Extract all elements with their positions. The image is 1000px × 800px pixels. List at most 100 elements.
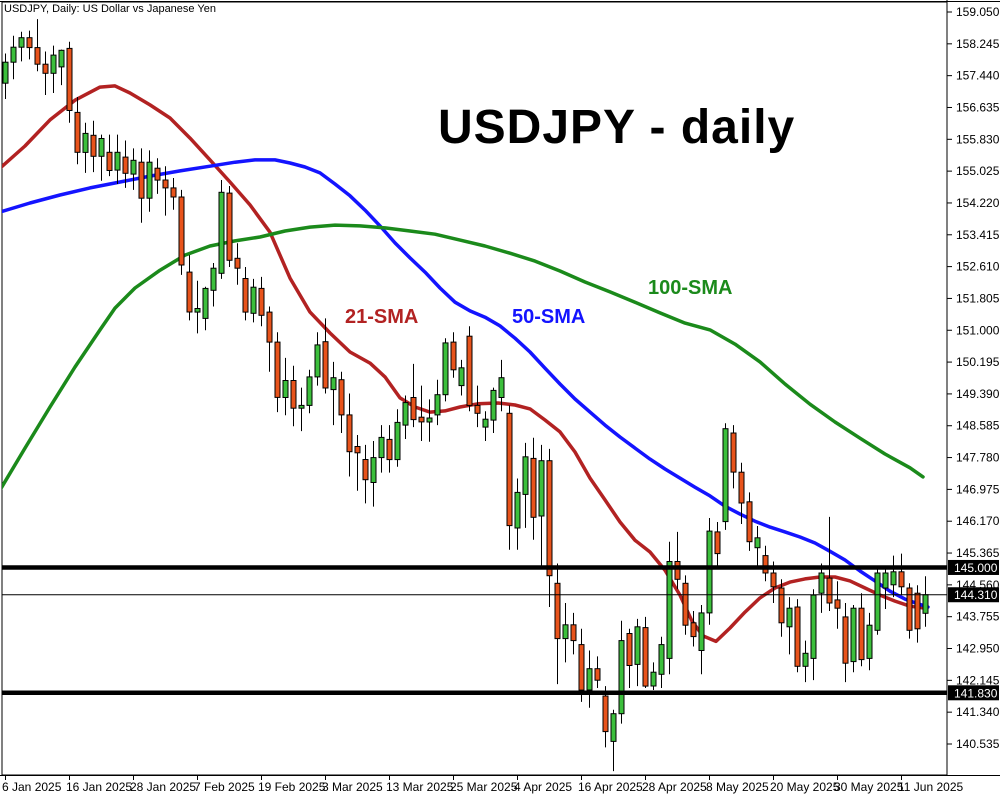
candle-body-up — [890, 571, 897, 586]
sma50-line — [2, 158, 930, 609]
candle-body-up — [498, 377, 505, 399]
candle — [506, 405, 513, 550]
candle — [82, 122, 89, 173]
candle-body-down — [418, 416, 425, 423]
candle — [842, 603, 849, 683]
candle-body-down — [258, 287, 265, 316]
candle-body-up — [698, 612, 705, 652]
candle-body-down — [154, 167, 161, 181]
x-tick-label: 20 May 2025 — [770, 780, 840, 794]
candle — [730, 425, 737, 489]
candle — [26, 30, 33, 60]
candle — [426, 399, 433, 442]
y-tick-label: 155.830 — [956, 132, 1000, 146]
candle-body-down — [506, 412, 513, 527]
candle — [874, 567, 881, 635]
candle-body-down — [554, 582, 561, 640]
candle-body-down — [362, 459, 369, 481]
candle — [586, 650, 593, 708]
candle — [42, 51, 49, 95]
candle — [122, 140, 129, 188]
candle — [106, 134, 113, 177]
y-tick-label: 146.975 — [956, 482, 1000, 496]
candle-body-up — [538, 460, 545, 517]
candle-body-up — [802, 652, 809, 667]
candle — [754, 526, 761, 566]
candle-body-down — [450, 341, 457, 371]
candle-body-up — [218, 191, 225, 274]
candle-body-down — [354, 446, 361, 454]
candle-body-down — [162, 179, 169, 189]
candle — [546, 448, 553, 607]
x-tick-label: 28 Jan 2025 — [130, 780, 196, 794]
candle — [690, 611, 697, 647]
candle — [338, 371, 345, 433]
candle — [210, 263, 217, 307]
x-tick-label: 19 Feb 2025 — [258, 780, 326, 794]
candle — [602, 686, 609, 748]
candle — [250, 278, 257, 323]
candle — [274, 332, 281, 413]
y-tick-label: 157.440 — [956, 69, 1000, 83]
candle-body-up — [666, 561, 673, 659]
candle-body-up — [98, 138, 105, 157]
candle-body-up — [634, 626, 641, 665]
candle-body-up — [298, 404, 305, 409]
candle — [578, 628, 585, 702]
candle — [258, 276, 265, 327]
y-tick-label: 153.415 — [956, 228, 1000, 242]
candle — [762, 545, 769, 582]
candle-body-down — [170, 187, 177, 198]
candle-body-down — [594, 668, 601, 681]
candle — [834, 581, 841, 629]
candle — [154, 158, 161, 194]
candle — [530, 437, 537, 540]
x-tick-label: 16 Jan 2025 — [66, 780, 132, 794]
candle — [410, 363, 417, 428]
candle — [34, 19, 41, 72]
candle-body-down — [74, 111, 81, 153]
candle-body-down — [410, 397, 417, 421]
y-tick-label: 140.535 — [956, 737, 1000, 751]
y-tick-label: 148.585 — [956, 419, 1000, 433]
sma100-line — [2, 223, 925, 491]
candle — [538, 444, 545, 568]
candle — [322, 318, 329, 394]
candle-body-down — [226, 192, 233, 261]
candle-body-down — [762, 555, 769, 574]
x-tick-label: 8 May 2025 — [706, 780, 769, 794]
candle — [474, 385, 481, 428]
candle — [362, 444, 369, 504]
candle — [386, 425, 393, 473]
candle — [306, 369, 313, 414]
x-tick-label: 11 Jun 2025 — [898, 780, 963, 794]
candle-body-up — [754, 537, 761, 549]
candle-body-down — [794, 606, 801, 667]
candle — [130, 148, 137, 190]
candle-body-up — [522, 456, 529, 495]
candle-body-down — [266, 311, 273, 343]
y-tick-label: 145.365 — [956, 546, 1000, 560]
y-tick-label: 149.390 — [956, 387, 1000, 401]
y-axis-scale[interactable]: 159.050 158.245 157.440 156.635 155.830 155.0… — [947, 5, 1000, 751]
candle-body-down — [106, 151, 113, 172]
candle — [10, 35, 17, 80]
candle-body-up — [514, 491, 521, 529]
candle-body-down — [738, 471, 745, 504]
candle-body-up — [130, 159, 137, 175]
candle-body-up — [442, 342, 449, 396]
x-tick-label: 25 Mar 2025 — [450, 780, 518, 794]
candle — [482, 411, 489, 441]
candle — [562, 603, 569, 663]
candle-body-up — [146, 161, 153, 199]
x-tick-label: 16 Apr 2025 — [578, 780, 643, 794]
badge-bg — [948, 559, 999, 575]
candle — [698, 605, 705, 675]
candle-body-up — [58, 49, 65, 68]
candle — [370, 441, 377, 507]
candle — [50, 45, 57, 93]
candle — [146, 150, 153, 212]
